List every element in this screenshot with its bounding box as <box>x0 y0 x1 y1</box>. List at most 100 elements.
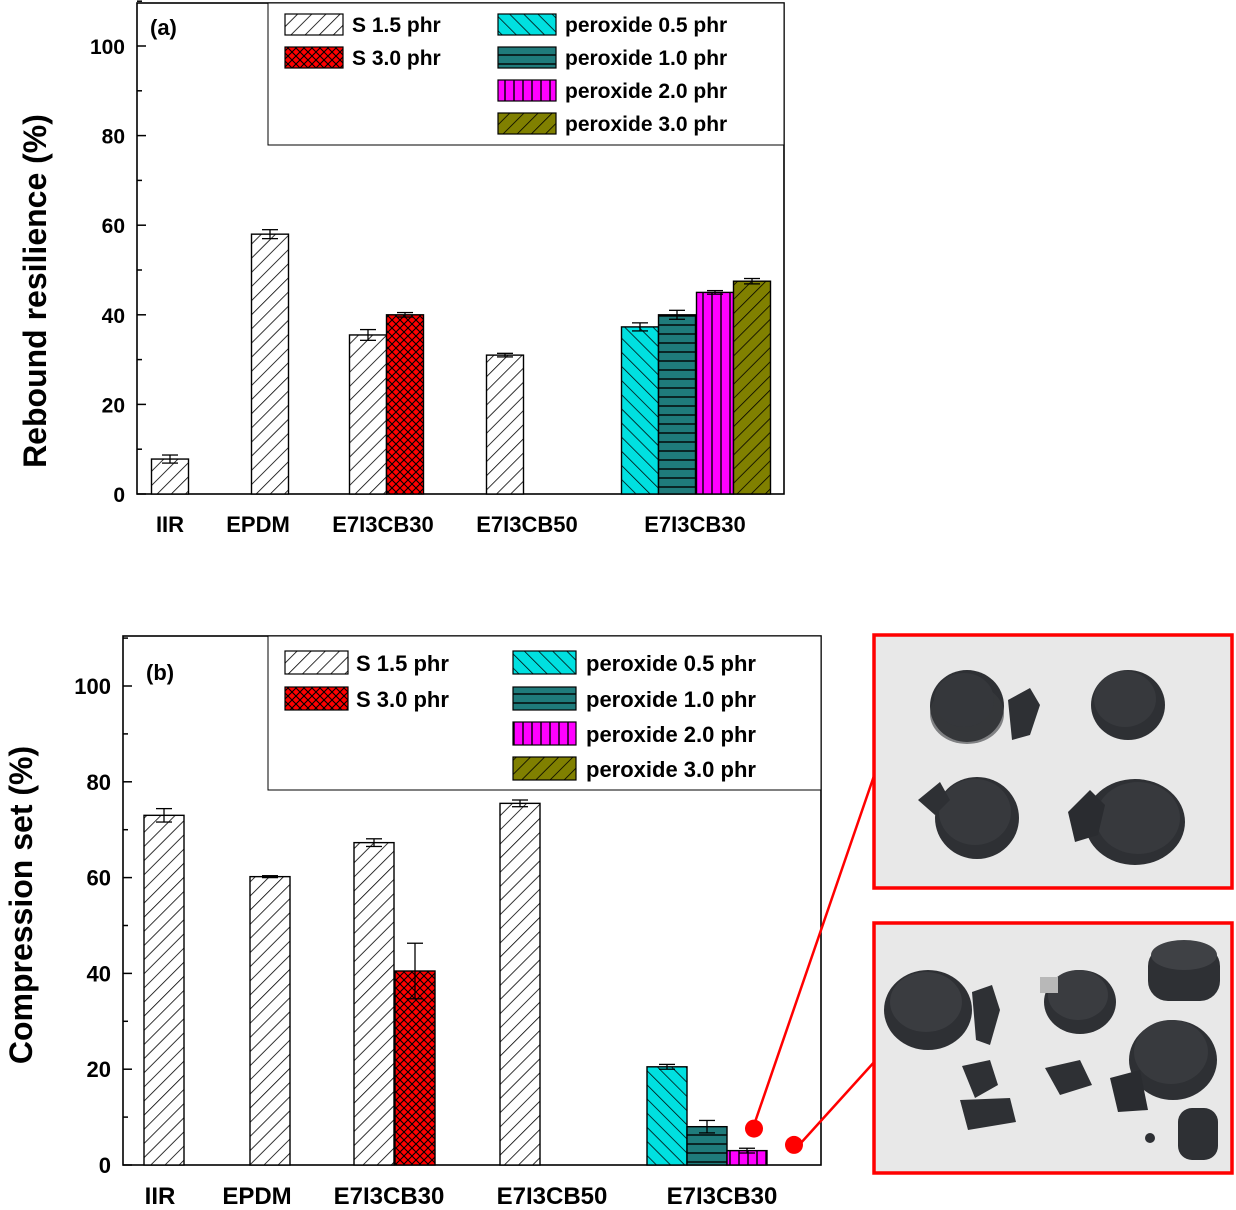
sample-fragment <box>972 985 1000 1045</box>
sample-disc <box>1085 779 1185 865</box>
sample-fragment <box>918 782 950 815</box>
y-axis-title: Rebound resilience (%) <box>17 114 53 468</box>
bar-p30 <box>732 280 772 495</box>
legend-label-p20: peroxide 2.0 phr <box>586 722 756 747</box>
legend-swatch-p10 <box>512 686 577 711</box>
legend-label-p10: peroxide 1.0 phr <box>586 687 756 712</box>
y-tick-label: 40 <box>102 305 125 328</box>
x-tick-label: E7I3CB50 <box>497 1183 608 1210</box>
panel-a: (a) Rebound resilience (%) 020406080100 … <box>17 0 785 537</box>
y-tick-label: 20 <box>102 394 125 417</box>
legend-swatch-p20 <box>497 79 557 102</box>
bar-s15 <box>499 802 541 1166</box>
y-tick-label: 60 <box>87 866 111 891</box>
y-tick-label: 0 <box>99 1153 111 1178</box>
panel-label: (a) <box>150 15 177 40</box>
sample-fragment <box>1068 790 1105 842</box>
x-tick-label: E7I3CB30 <box>667 1183 778 1210</box>
sample-fragment <box>962 1060 998 1098</box>
y-axis-title: Compression set (%) <box>3 746 39 1064</box>
bar-p20 <box>695 291 735 495</box>
photo-peroxide-2-phr-samples <box>872 633 1234 890</box>
bar-s15 <box>348 334 388 495</box>
sample-disc <box>884 970 972 1050</box>
x-tick-label: E7I3CB30 <box>334 1183 445 1210</box>
failure-marker <box>745 1119 763 1138</box>
x-tick-label: E7I3CB30 <box>644 512 746 537</box>
photo-peroxide-3-phr-samples <box>872 921 1234 1175</box>
bar-s30 <box>394 970 436 1166</box>
sample-disc <box>935 777 1019 859</box>
legend-label-s15: S 1.5 phr <box>352 14 441 37</box>
bar-p05 <box>620 326 660 495</box>
x-tick-label: IIR <box>156 512 184 537</box>
bars <box>143 799 803 1166</box>
legend-label-p05: peroxide 0.5 phr <box>565 14 727 37</box>
legend-label-s30: S 3.0 phr <box>356 687 449 712</box>
legend-swatch-p20 <box>512 721 577 746</box>
x-axis: IIR EPDM E7I3CB30 E7I3CB50 E7I3CB30 <box>145 1183 778 1210</box>
panel-label: (b) <box>146 660 174 685</box>
y-tick-label: 100 <box>90 36 125 59</box>
x-tick-label: IIR <box>145 1183 176 1210</box>
legend-label-p20: peroxide 2.0 phr <box>565 80 727 103</box>
legend: S 1.5 phr S 3.0 phr peroxide 0.5 phr per… <box>267 635 822 791</box>
y-tick-label: 40 <box>87 961 111 986</box>
legend-swatch-p30 <box>497 112 557 135</box>
legend-label-p30: peroxide 3.0 phr <box>565 113 727 136</box>
y-tick-label: 100 <box>74 674 111 699</box>
x-axis: IIR EPDM E7I3CB30 E7I3CB50 E7I3CB30 <box>156 512 746 537</box>
bar-s15 <box>143 814 185 1166</box>
bar-s15 <box>485 354 525 495</box>
sample-fragment <box>1008 688 1040 740</box>
failure-marker <box>785 1135 803 1154</box>
sample-disc <box>1091 670 1165 740</box>
bar-s15 <box>250 233 290 495</box>
sample-highlight <box>1040 977 1058 993</box>
sample-disc <box>1178 1108 1218 1160</box>
legend-swatch-p05 <box>497 13 557 36</box>
sample-disc <box>1044 970 1116 1034</box>
legend-swatch-p10 <box>497 46 557 69</box>
bar-p05 <box>646 1066 688 1166</box>
legend-label-p30: peroxide 3.0 phr <box>586 757 756 782</box>
callout-line-upper <box>752 769 878 1126</box>
bars <box>150 229 772 495</box>
y-tick-label: 60 <box>102 215 125 238</box>
legend-label-s15: S 1.5 phr <box>356 651 449 676</box>
bar-s30 <box>385 314 425 495</box>
sample-disc <box>930 670 1004 744</box>
y-tick-label: 80 <box>102 126 125 149</box>
legend-swatch-s15 <box>284 13 344 36</box>
y-tick-label: 0 <box>113 484 125 507</box>
legend-swatch-s30 <box>284 46 344 69</box>
x-tick-label: EPDM <box>222 1183 291 1210</box>
legend-label-p10: peroxide 1.0 phr <box>565 47 727 70</box>
x-tick-label: E7I3CB50 <box>476 512 578 537</box>
sample-disc <box>1129 1020 1217 1100</box>
legend-swatch-p05 <box>512 650 577 675</box>
y-axis: 0 20 40 60 80 100 <box>90 0 146 507</box>
legend-label-s30: S 3.0 phr <box>352 47 441 70</box>
legend-swatch-s15 <box>284 650 349 675</box>
x-tick-label: E7I3CB30 <box>332 512 434 537</box>
legend-label-p05: peroxide 0.5 phr <box>586 651 756 676</box>
sample-fragment <box>1110 1070 1148 1112</box>
panel-b: (b) Compression set (%) 0 20 40 60 80 100 IIR… <box>3 635 822 1210</box>
y-tick-label: 20 <box>87 1057 111 1082</box>
sample-crumb <box>1145 1133 1155 1143</box>
bar-s15 <box>353 841 395 1166</box>
bar-s15 <box>249 875 291 1166</box>
y-axis: 0 20 40 60 80 100 <box>74 637 132 1178</box>
callout-line-lower <box>799 1059 877 1145</box>
sample-fragment <box>1045 1060 1092 1095</box>
bar-s15 <box>150 458 190 495</box>
y-tick-label: 80 <box>87 770 111 795</box>
bar-p10 <box>657 314 697 495</box>
callout-lines <box>752 769 878 1145</box>
legend-swatch-s30 <box>284 686 349 711</box>
sample-disc <box>1148 940 1220 1001</box>
x-tick-label: EPDM <box>226 512 290 537</box>
legend: S 1.5 phr S 3.0 phr peroxide 0.5 phr per… <box>267 2 785 146</box>
